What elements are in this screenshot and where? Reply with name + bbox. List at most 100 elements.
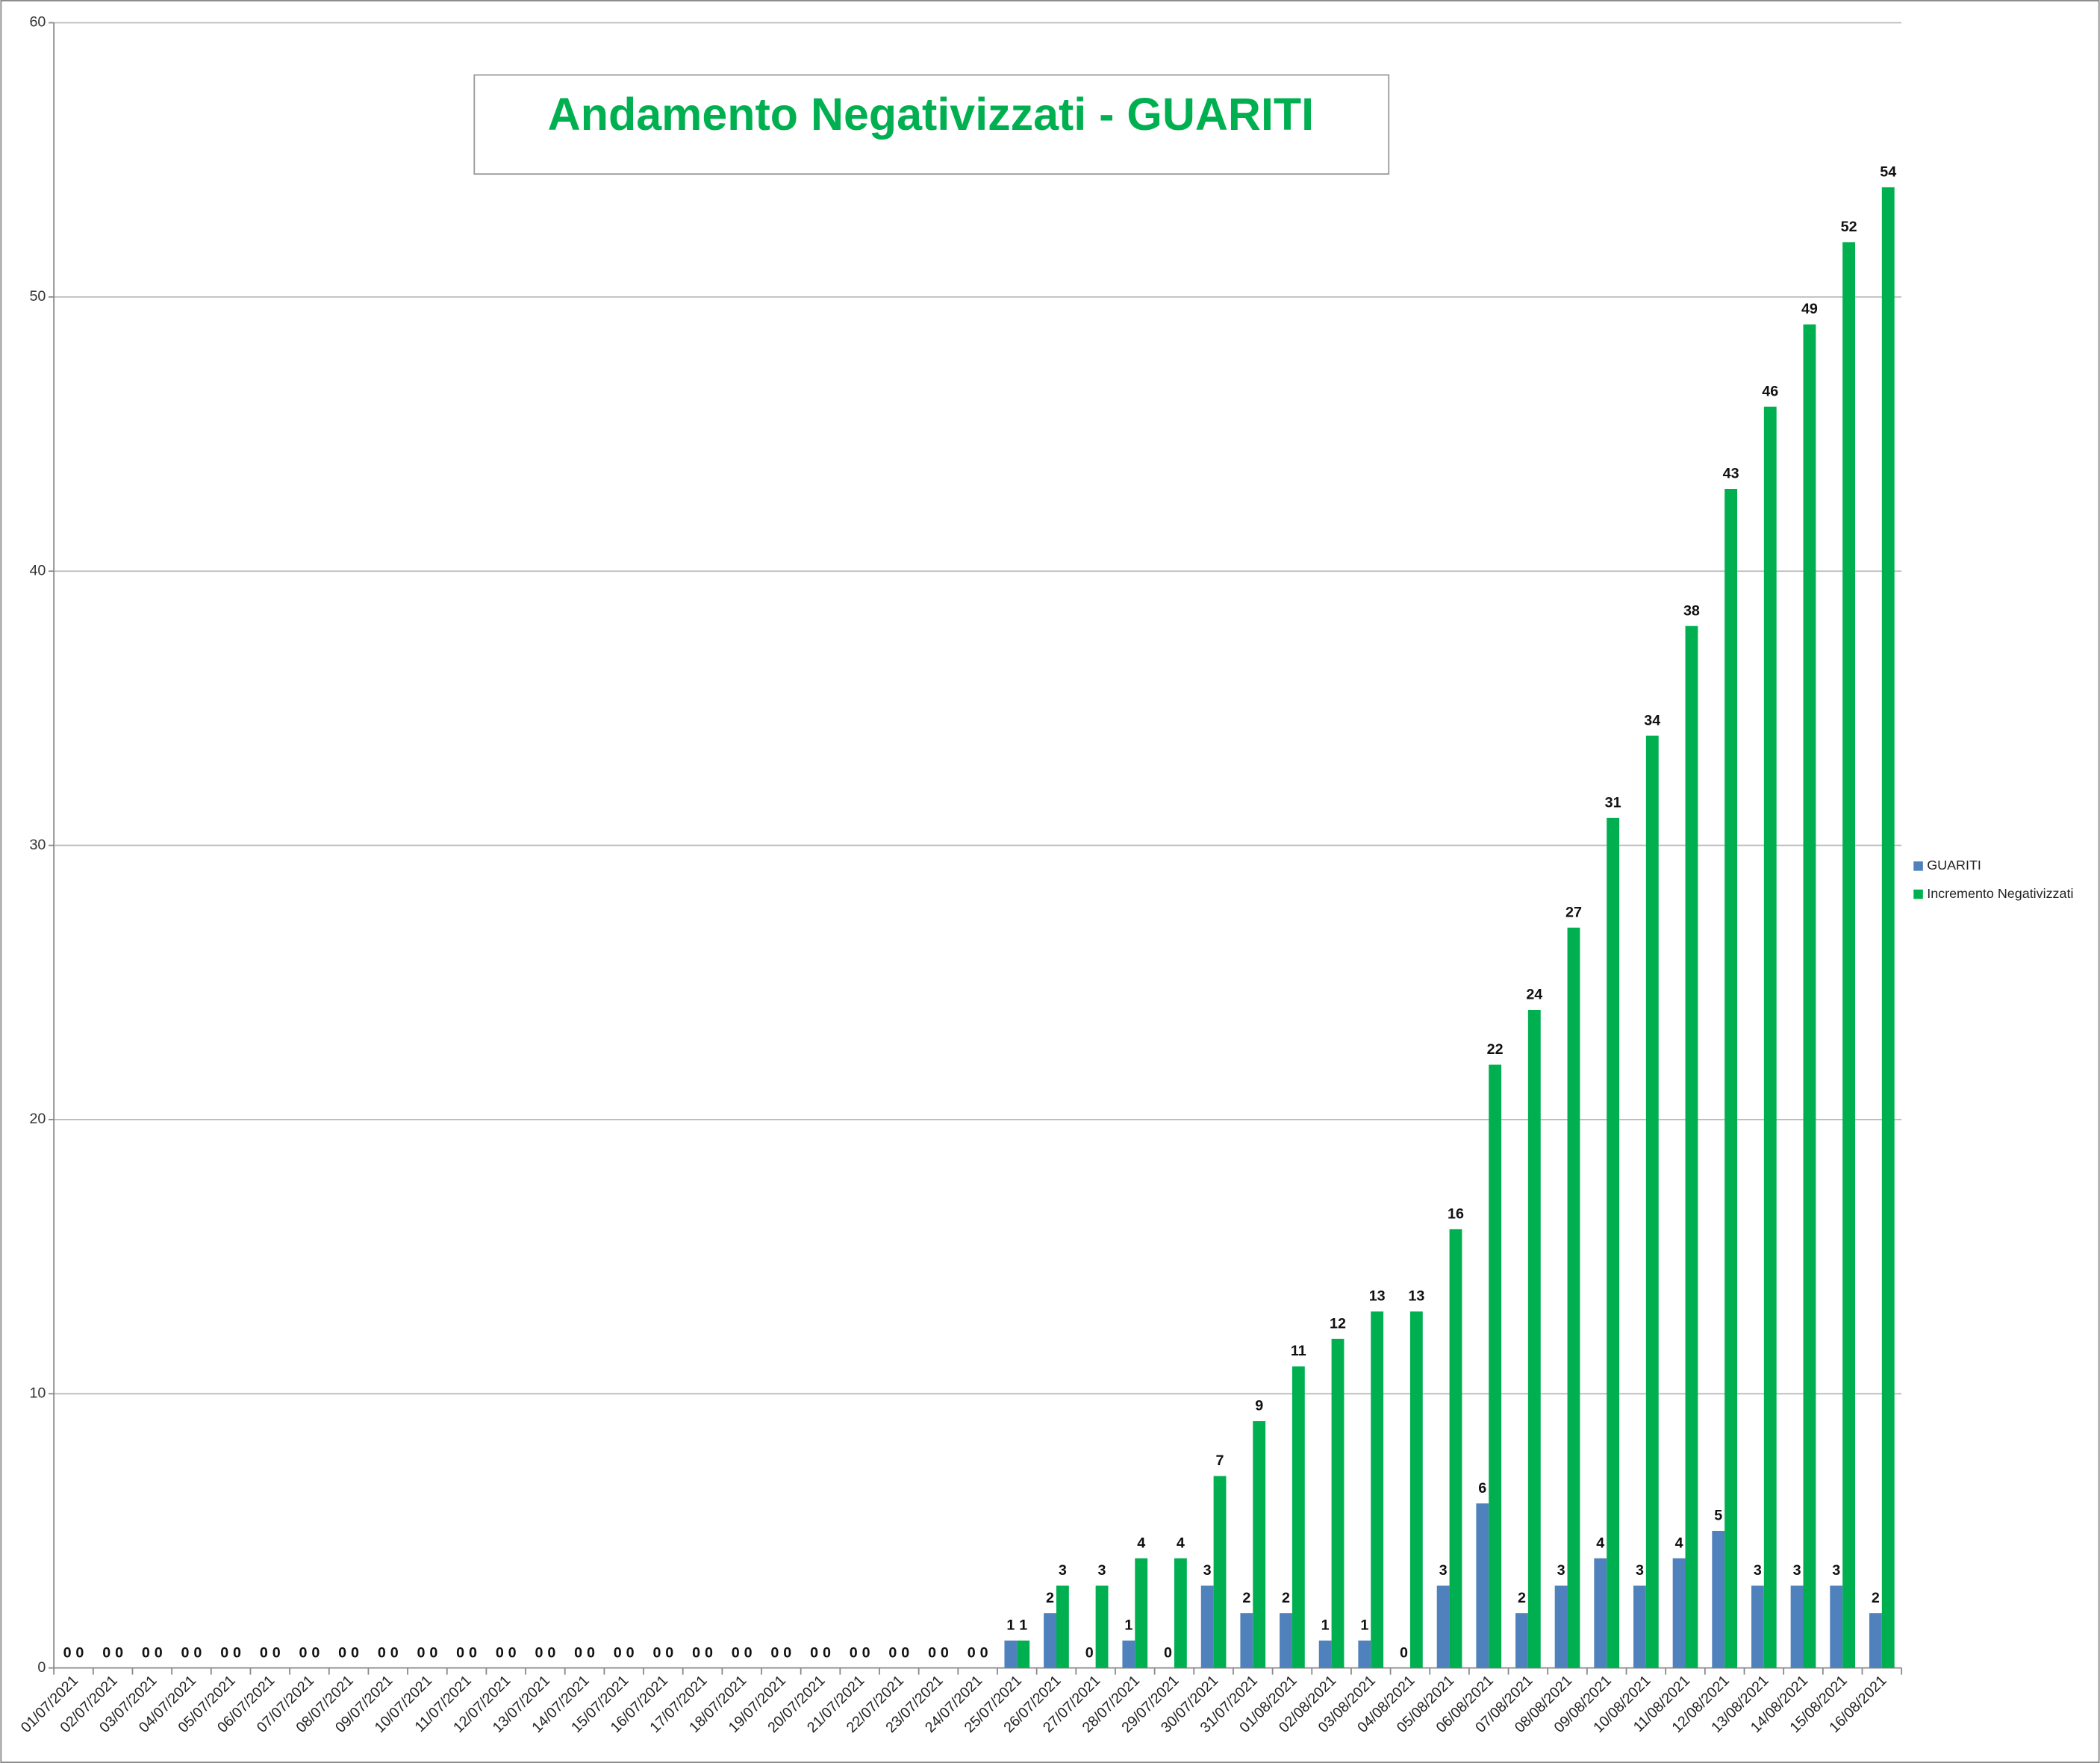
y-tick-label: 60 <box>29 14 46 31</box>
data-label: 3 <box>1059 1562 1067 1579</box>
bar <box>1174 1558 1187 1668</box>
data-label: 0 <box>508 1644 517 1661</box>
data-label: 52 <box>1841 219 1857 235</box>
data-label: 0 <box>810 1644 818 1661</box>
data-label: 0 <box>429 1644 437 1661</box>
y-tick-label: 50 <box>29 288 46 305</box>
chart-title: Andamento Negativizzati - GUARITI <box>548 89 1314 140</box>
data-label: 16 <box>1448 1206 1464 1223</box>
data-label: 0 <box>378 1644 386 1661</box>
data-label: 11 <box>1291 1343 1306 1359</box>
data-label: 0 <box>220 1644 228 1661</box>
bar <box>1607 817 1620 1668</box>
data-label: 13 <box>1408 1288 1424 1305</box>
data-label: 1 <box>1321 1617 1330 1634</box>
bar <box>1280 1613 1292 1668</box>
data-label: 0 <box>705 1644 713 1661</box>
bar <box>1436 1585 1450 1668</box>
bar <box>1253 1421 1266 1668</box>
data-label: 1 <box>1124 1617 1132 1634</box>
data-label: 4 <box>1675 1535 1683 1551</box>
data-label: 0 <box>311 1644 320 1661</box>
data-label: 0 <box>587 1644 595 1661</box>
data-label: 0 <box>888 1644 897 1661</box>
legend-label: Incremento Negativizzati <box>1927 886 2073 901</box>
data-label: 34 <box>1644 712 1660 728</box>
data-label: 3 <box>1098 1562 1106 1579</box>
bar <box>1318 1640 1332 1668</box>
data-label: 0 <box>744 1644 753 1661</box>
data-label: 0 <box>417 1644 426 1661</box>
data-label: 0 <box>496 1644 504 1661</box>
data-label: 22 <box>1487 1041 1504 1058</box>
data-label: 2 <box>1046 1590 1054 1606</box>
data-label: 0 <box>193 1644 202 1661</box>
bar <box>1803 324 1816 1668</box>
bar <box>1213 1476 1227 1668</box>
bar <box>1594 1558 1607 1668</box>
data-label: 3 <box>1832 1562 1840 1579</box>
data-label: 1 <box>1360 1617 1368 1634</box>
data-label: 0 <box>941 1644 949 1661</box>
data-label: 0 <box>390 1644 399 1661</box>
data-label: 0 <box>456 1644 464 1661</box>
data-label: 6 <box>1478 1480 1486 1497</box>
bar <box>1685 625 1698 1668</box>
data-label: 2 <box>1242 1590 1250 1606</box>
data-label: 24 <box>1526 987 1542 1003</box>
bar <box>1371 1311 1384 1668</box>
data-label: 54 <box>1880 164 1896 181</box>
data-label: 0 <box>732 1644 740 1661</box>
data-label: 0 <box>547 1644 555 1661</box>
y-tick-label: 10 <box>29 1385 46 1402</box>
bar <box>1554 1585 1568 1668</box>
bar <box>1476 1503 1489 1668</box>
bar <box>1751 1585 1764 1668</box>
data-label: 0 <box>233 1644 241 1661</box>
bar <box>1869 1613 1882 1668</box>
y-tick-label: 20 <box>29 1111 46 1127</box>
data-label: 0 <box>338 1644 346 1661</box>
data-label: 0 <box>823 1644 831 1661</box>
bar <box>1240 1613 1253 1668</box>
data-label: 0 <box>260 1644 268 1661</box>
bar <box>1200 1585 1214 1668</box>
data-label: 13 <box>1369 1288 1386 1305</box>
data-label: 2 <box>1872 1590 1880 1606</box>
bar <box>1790 1585 1804 1668</box>
bar <box>1724 489 1738 1668</box>
bar <box>1331 1338 1345 1668</box>
data-label: 0 <box>1085 1644 1094 1661</box>
data-label: 0 <box>980 1644 988 1661</box>
data-label: 0 <box>928 1644 936 1661</box>
bar <box>1515 1613 1528 1668</box>
legend-label: GUARITI <box>1927 858 1981 873</box>
data-label: 0 <box>155 1644 163 1661</box>
data-label: 49 <box>1801 301 1818 317</box>
bar <box>1633 1585 1646 1668</box>
bar <box>1044 1613 1056 1668</box>
legend-key <box>1913 889 1923 899</box>
bar <box>1527 1009 1541 1668</box>
data-label: 31 <box>1605 794 1621 811</box>
data-label: 7 <box>1216 1452 1224 1469</box>
data-label: 2 <box>1282 1590 1290 1606</box>
data-label: 0 <box>850 1644 858 1661</box>
data-label: 0 <box>272 1644 281 1661</box>
data-label: 0 <box>626 1644 635 1661</box>
bar <box>1358 1640 1371 1668</box>
data-label: 0 <box>652 1644 661 1661</box>
data-label: 0 <box>142 1644 150 1661</box>
bar <box>1135 1558 1148 1668</box>
bar <box>1056 1585 1069 1668</box>
data-label: 0 <box>692 1644 700 1661</box>
data-label: 3 <box>1636 1562 1644 1579</box>
data-label: 0 <box>665 1644 673 1661</box>
data-label: 0 <box>770 1644 779 1661</box>
data-label: 4 <box>1177 1535 1185 1551</box>
data-label: 0 <box>299 1644 308 1661</box>
data-label: 0 <box>862 1644 870 1661</box>
data-label: 1 <box>1019 1617 1027 1634</box>
data-label: 9 <box>1255 1398 1263 1414</box>
